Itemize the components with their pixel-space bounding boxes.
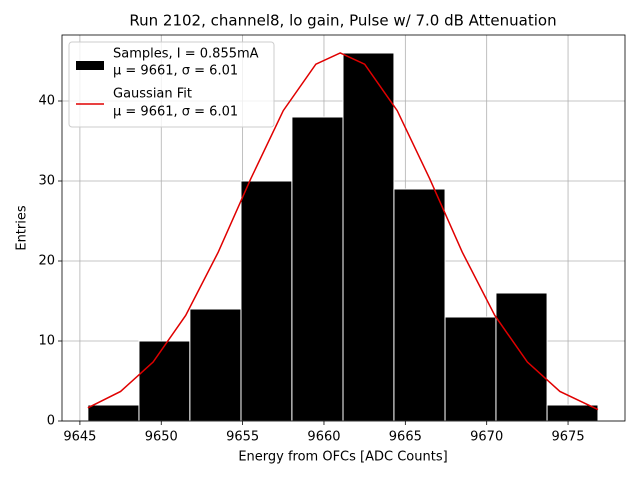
legend-swatch xyxy=(76,61,104,70)
y-tick-label: 0 xyxy=(47,414,55,429)
bar xyxy=(342,52,395,422)
x-tick-label: 9660 xyxy=(307,430,340,445)
legend-label: Samples, I = 0.855mA xyxy=(113,47,259,62)
bar xyxy=(87,404,140,422)
x-tick-label: 9650 xyxy=(145,430,178,445)
x-tick-label: 9675 xyxy=(552,430,585,445)
legend-label: μ = 9661, σ = 6.01 xyxy=(113,64,238,79)
bar xyxy=(138,340,191,422)
bar xyxy=(291,116,344,422)
bar xyxy=(189,308,242,422)
bar xyxy=(240,180,293,422)
y-tick-label: 30 xyxy=(38,174,55,189)
x-tick-label: 9655 xyxy=(226,430,259,445)
y-tick-label: 10 xyxy=(38,334,55,349)
legend: Samples, I = 0.855mA μ = 9661, σ = 6.01 Ga… xyxy=(68,41,275,128)
legend-box xyxy=(68,41,275,128)
x-tick-label: 9670 xyxy=(470,430,503,445)
plot-area xyxy=(87,52,599,422)
y-tick-label: 20 xyxy=(38,254,55,269)
x-axis-label: Energy from OFCs [ADC Counts] xyxy=(238,450,447,465)
x-tick-label: 9665 xyxy=(389,430,422,445)
bar xyxy=(495,292,548,422)
bar xyxy=(393,188,446,422)
axes: 9645 9650 9655 9660 9665 9670 9675 0 10 20 30 40 xyxy=(38,34,626,445)
legend-label: Gaussian Fit xyxy=(113,87,192,102)
y-axis-label: Entries xyxy=(15,205,30,251)
axes-frame xyxy=(61,34,626,422)
fit-line xyxy=(87,52,599,411)
y-tick-label: 40 xyxy=(38,94,55,109)
x-tick-label: 9645 xyxy=(63,430,96,445)
bar xyxy=(444,316,497,422)
chart-title: Run 2102, channel8, lo gain, Pulse w/ 7.… xyxy=(129,12,556,30)
legend-label: μ = 9661, σ = 6.01 xyxy=(113,105,238,120)
bar xyxy=(546,404,599,422)
